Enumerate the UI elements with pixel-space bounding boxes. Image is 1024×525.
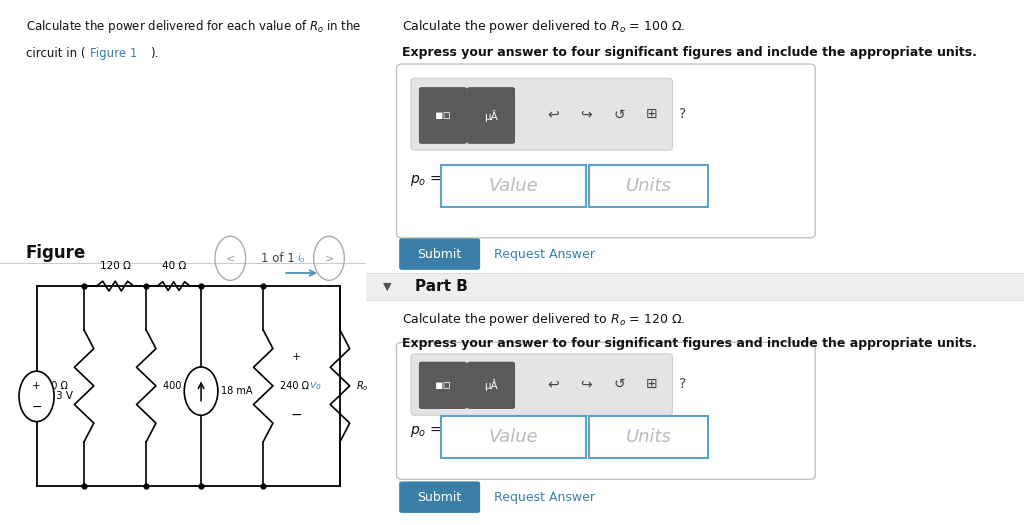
Text: Calculate the power delivered to $R_o$ = 120 Ω.: Calculate the power delivered to $R_o$ =… [401,311,685,328]
Text: <: < [225,253,234,264]
Text: Value: Value [488,177,539,195]
Text: ↪: ↪ [581,108,592,121]
Text: ▼: ▼ [383,281,391,292]
FancyBboxPatch shape [399,481,480,513]
Text: Figure: Figure [26,244,86,262]
Text: $i_o$: $i_o$ [297,251,306,265]
Text: 100 Ω: 100 Ω [39,381,68,391]
Text: μÂ: μÂ [484,380,498,391]
Text: 400 Ω: 400 Ω [163,381,191,391]
Text: Request Answer: Request Answer [494,248,595,260]
FancyBboxPatch shape [411,354,673,415]
Text: ).: ). [150,47,159,60]
Text: >: > [325,253,334,264]
Text: ▪▫: ▪▫ [434,379,452,392]
Text: $v_o$: $v_o$ [309,380,322,392]
Text: ⊞: ⊞ [646,108,657,121]
Text: ↺: ↺ [613,377,625,391]
Text: Part B: Part B [415,279,468,294]
Text: 18 mA: 18 mA [221,386,252,396]
Text: −: − [32,401,42,414]
FancyBboxPatch shape [467,362,515,409]
Text: ?: ? [679,108,686,121]
Text: ⊞: ⊞ [646,377,657,391]
FancyBboxPatch shape [411,78,673,150]
FancyBboxPatch shape [366,273,1024,300]
Text: 1 of 1: 1 of 1 [261,252,295,265]
Text: 120 Ω: 120 Ω [99,261,131,271]
Text: $p_o$ =: $p_o$ = [411,424,442,439]
Text: ↩: ↩ [548,108,559,121]
Text: Request Answer: Request Answer [494,491,595,503]
FancyBboxPatch shape [399,238,480,270]
FancyBboxPatch shape [441,165,586,207]
FancyBboxPatch shape [419,362,467,409]
FancyBboxPatch shape [396,342,815,479]
Text: +: + [292,352,301,362]
FancyBboxPatch shape [419,87,467,144]
Text: μÂ: μÂ [484,110,498,121]
Text: Calculate the power delivered to $R_o$ = 100 Ω.: Calculate the power delivered to $R_o$ =… [401,18,685,35]
Text: 40 Ω: 40 Ω [162,261,185,271]
Text: ↩: ↩ [548,377,559,391]
Circle shape [19,371,54,422]
Text: Value: Value [488,428,539,446]
Text: Submit: Submit [418,248,462,260]
Text: ▪▫: ▪▫ [434,109,452,122]
FancyBboxPatch shape [396,64,815,238]
Text: ?: ? [679,377,686,391]
Text: Calculate the power delivered for each value of $R_o$ in the: Calculate the power delivered for each v… [26,18,361,35]
Text: 3 V: 3 V [56,391,73,402]
Text: 240 Ω: 240 Ω [280,381,308,391]
Circle shape [184,367,218,415]
Text: $p_o$ =: $p_o$ = [411,173,442,187]
FancyBboxPatch shape [590,165,708,207]
Text: ↪: ↪ [581,377,592,391]
Text: circuit in (: circuit in ( [26,47,85,60]
Text: −: − [290,408,302,422]
FancyBboxPatch shape [467,87,515,144]
Text: Express your answer to four significant figures and include the appropriate unit: Express your answer to four significant … [401,46,977,59]
FancyBboxPatch shape [590,416,708,458]
Text: Figure 1: Figure 1 [89,47,137,60]
Text: Submit: Submit [418,491,462,503]
Text: +: + [32,381,41,391]
Text: Units: Units [626,177,672,195]
FancyBboxPatch shape [441,416,586,458]
Text: Units: Units [626,428,672,446]
Text: $R_o$: $R_o$ [356,379,369,393]
Text: ↺: ↺ [613,108,625,121]
Text: Express your answer to four significant figures and include the appropriate unit: Express your answer to four significant … [401,337,977,350]
